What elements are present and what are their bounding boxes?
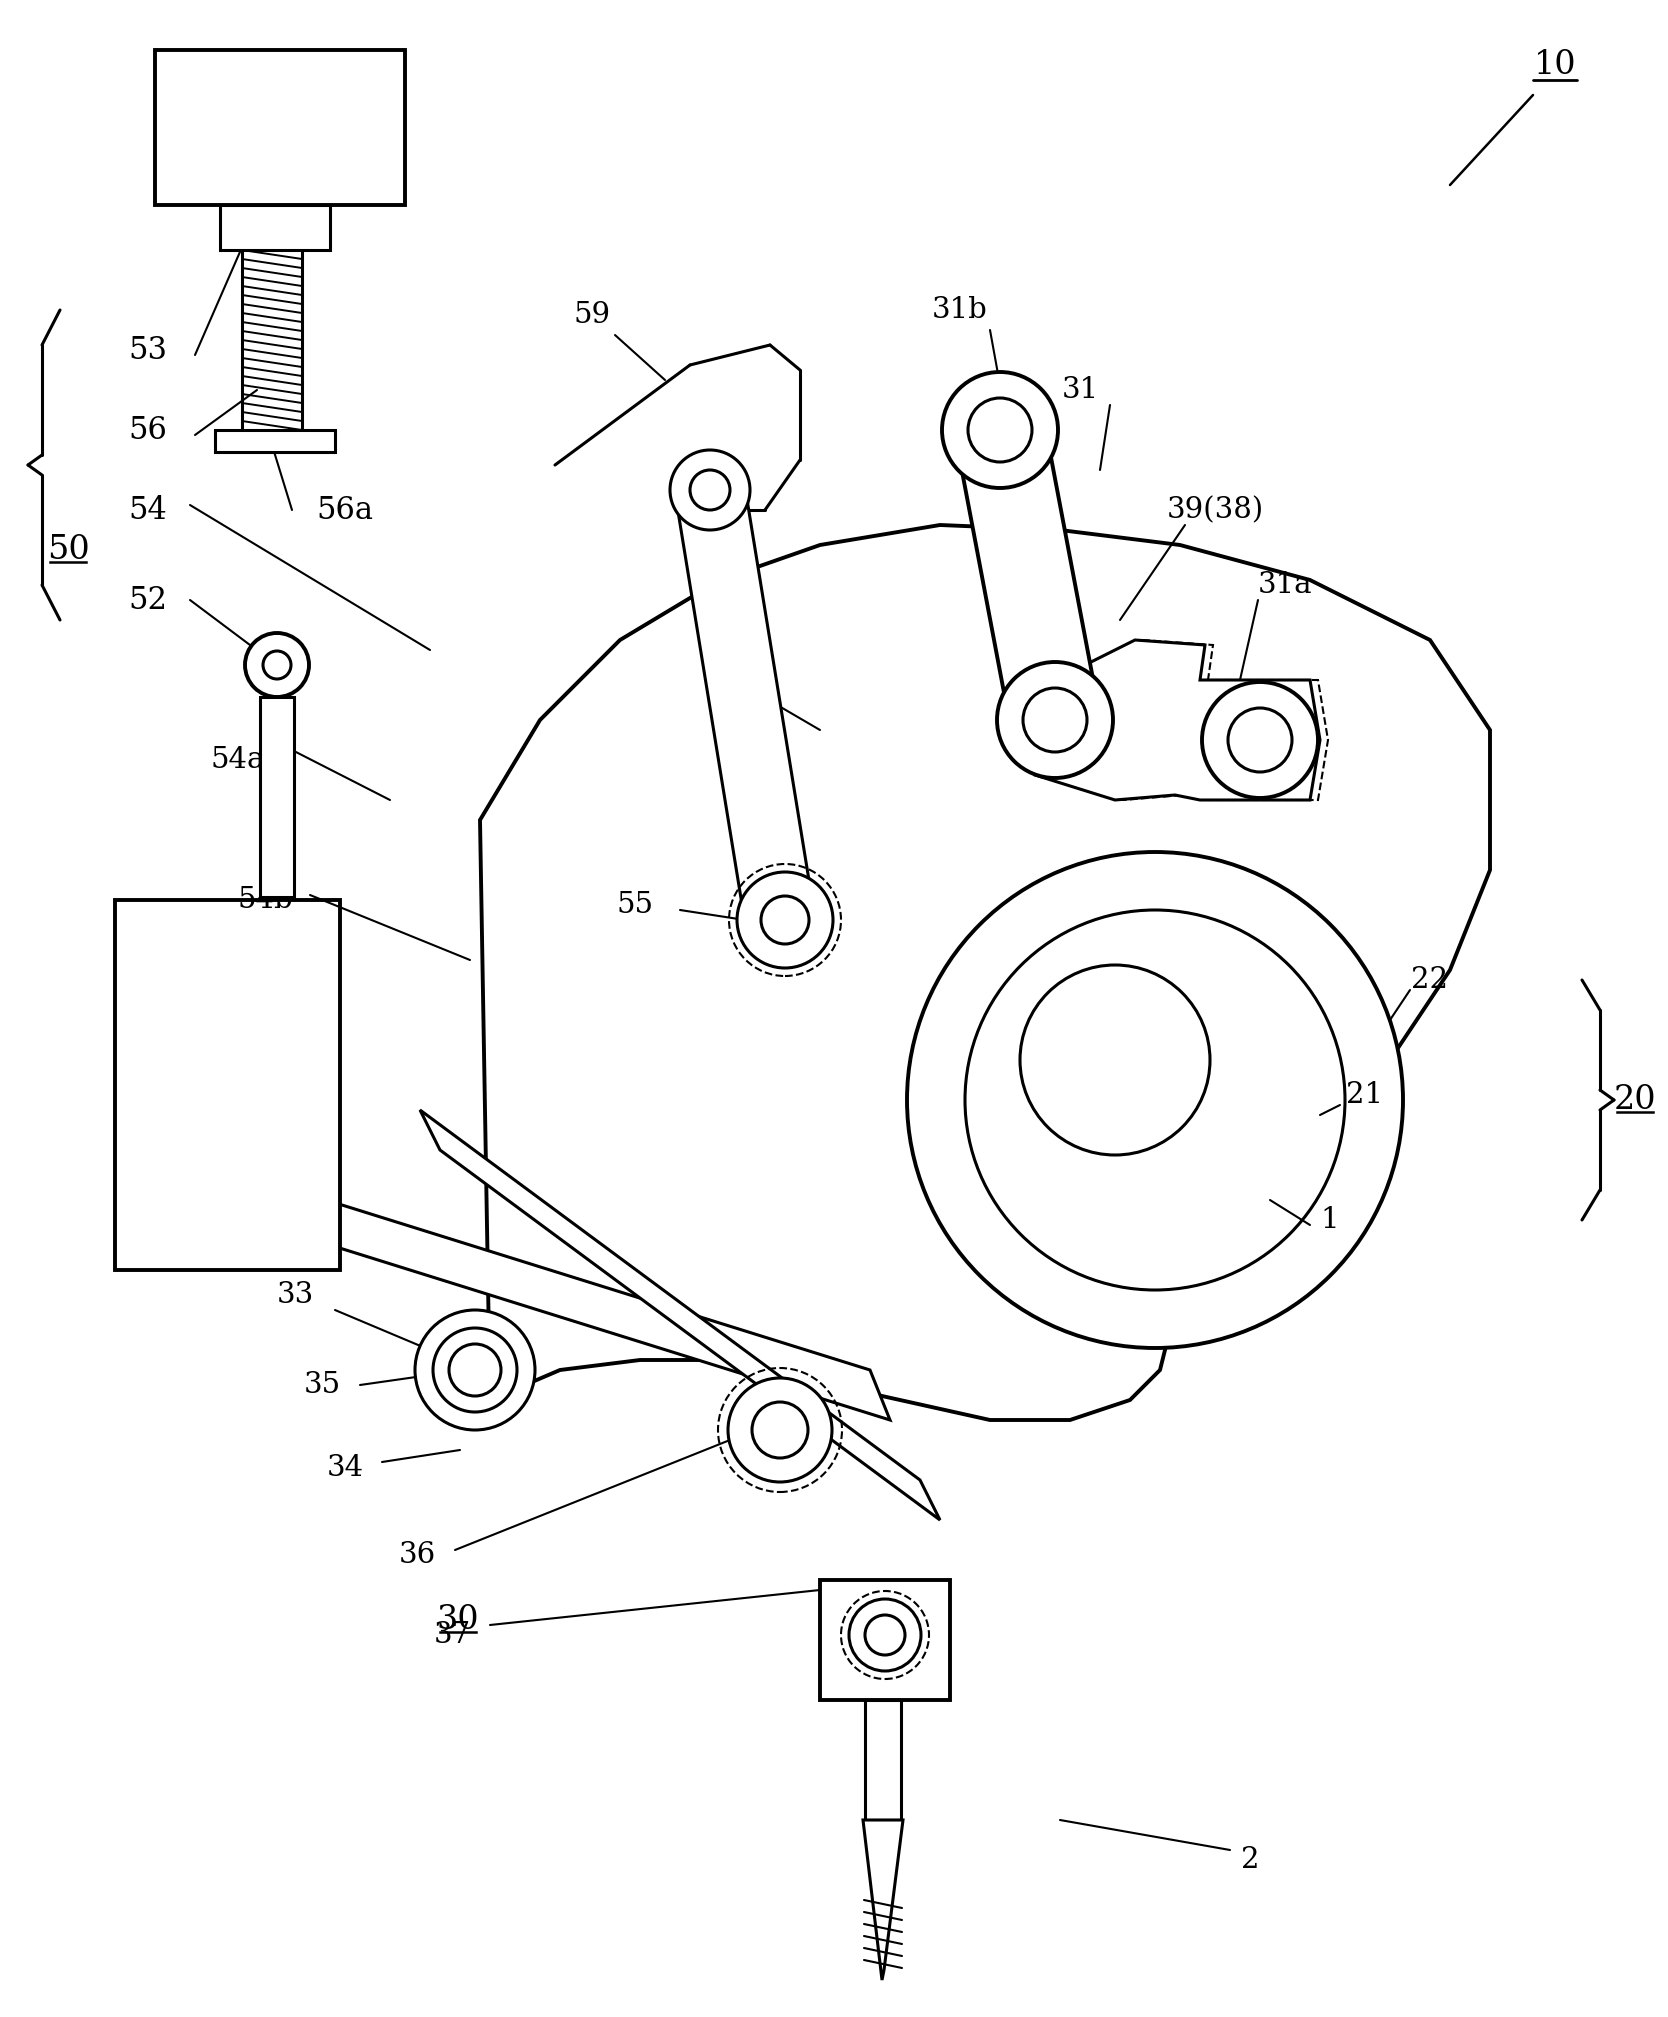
Text: 10: 10	[1533, 48, 1576, 81]
Text: 31: 31	[1061, 375, 1099, 403]
Text: 54: 54	[128, 494, 167, 526]
Circle shape	[264, 651, 290, 680]
Text: 52: 52	[128, 585, 167, 615]
Circle shape	[866, 1616, 906, 1656]
Bar	[220, 206, 330, 250]
Text: 20: 20	[1613, 1083, 1656, 1115]
Circle shape	[691, 470, 731, 510]
Circle shape	[967, 397, 1032, 462]
Text: 55: 55	[617, 892, 654, 920]
Bar	[155, 50, 405, 206]
Polygon shape	[1036, 639, 1319, 801]
Circle shape	[1203, 682, 1318, 799]
Text: 39(38): 39(38)	[1166, 496, 1264, 524]
Text: 56: 56	[128, 416, 167, 446]
Circle shape	[727, 1378, 832, 1482]
Text: 36: 36	[399, 1541, 435, 1569]
Bar	[821, 1579, 951, 1700]
Text: 56a: 56a	[317, 494, 374, 526]
Text: 2: 2	[1241, 1846, 1259, 1874]
Polygon shape	[480, 524, 1490, 1420]
Circle shape	[997, 662, 1113, 779]
Text: 32: 32	[717, 666, 754, 694]
Polygon shape	[862, 1819, 902, 1981]
Circle shape	[1022, 688, 1088, 752]
Text: 54a: 54a	[210, 746, 265, 775]
Circle shape	[849, 1599, 921, 1670]
Text: 37: 37	[434, 1622, 470, 1650]
Polygon shape	[956, 422, 1099, 728]
Circle shape	[966, 910, 1344, 1291]
Circle shape	[245, 633, 309, 698]
Text: 31a: 31a	[1258, 571, 1313, 599]
Bar	[260, 698, 294, 898]
Text: 34: 34	[327, 1454, 364, 1482]
Circle shape	[752, 1402, 807, 1458]
Circle shape	[415, 1309, 535, 1430]
Circle shape	[1228, 708, 1293, 773]
Circle shape	[434, 1327, 517, 1412]
Text: 59: 59	[574, 301, 610, 329]
Text: 31b: 31b	[932, 296, 987, 325]
Polygon shape	[676, 484, 814, 926]
Circle shape	[449, 1343, 500, 1396]
Circle shape	[761, 896, 809, 944]
Text: 21: 21	[1346, 1081, 1383, 1109]
Polygon shape	[420, 1109, 941, 1521]
Bar	[215, 430, 335, 452]
Text: 33: 33	[277, 1281, 314, 1309]
Text: 30: 30	[437, 1604, 479, 1636]
Circle shape	[907, 851, 1403, 1347]
Bar	[115, 900, 340, 1271]
Text: 50: 50	[47, 535, 90, 567]
Circle shape	[671, 450, 751, 530]
Text: 1: 1	[1321, 1206, 1339, 1234]
Text: 22: 22	[1411, 966, 1448, 994]
Bar	[866, 1700, 901, 1819]
Circle shape	[1021, 964, 1209, 1156]
Circle shape	[737, 871, 832, 968]
Polygon shape	[310, 1194, 891, 1420]
Text: 54b: 54b	[237, 885, 294, 914]
Text: 53: 53	[128, 335, 167, 365]
Text: 35: 35	[304, 1372, 340, 1400]
Circle shape	[942, 371, 1058, 488]
